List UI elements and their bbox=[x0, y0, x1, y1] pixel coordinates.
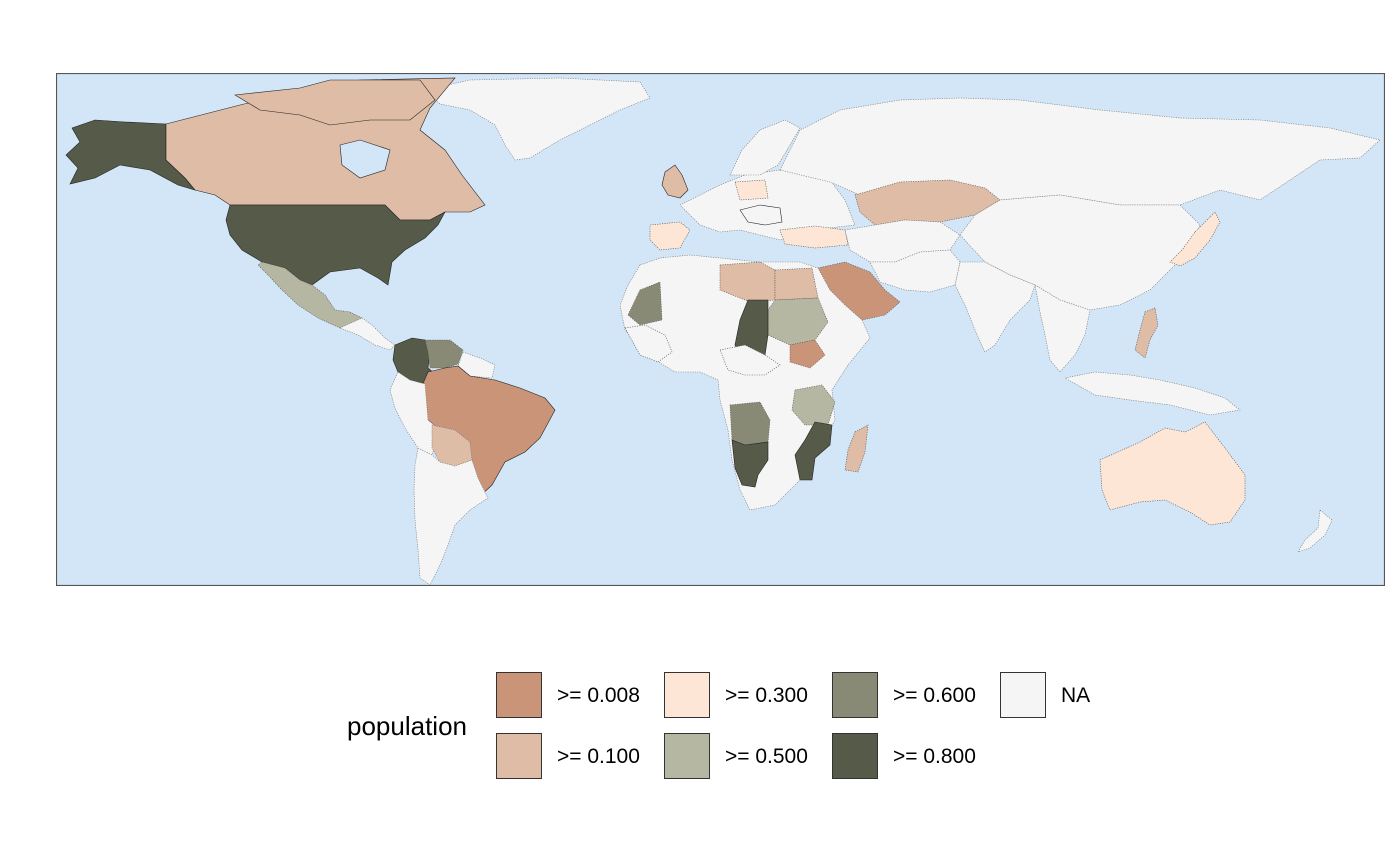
region-greenland bbox=[424, 77, 651, 161]
region-mauritania bbox=[627, 281, 663, 326]
region-iran bbox=[869, 249, 961, 293]
legend-label-0600: >= 0.600 bbox=[893, 684, 976, 707]
region-balkans bbox=[739, 204, 783, 226]
legend-title: population bbox=[347, 711, 467, 741]
region-west-africa bbox=[624, 324, 673, 363]
region-australia bbox=[1099, 421, 1246, 526]
world-map-panel bbox=[56, 73, 1385, 586]
region-guianas bbox=[457, 351, 496, 379]
legend-swatch-0600 bbox=[832, 672, 878, 718]
region-scandinavia bbox=[729, 119, 801, 176]
legend-swatch-0100 bbox=[496, 733, 542, 779]
region-poland bbox=[734, 179, 769, 201]
legend-label-0300: >= 0.300 bbox=[725, 684, 808, 707]
legend-label-0500: >= 0.500 bbox=[725, 745, 808, 768]
region-argentina-chile bbox=[413, 447, 489, 586]
region-south-sudan bbox=[789, 339, 826, 369]
region-namibia bbox=[731, 439, 769, 488]
region-india bbox=[954, 261, 1036, 353]
region-egypt bbox=[774, 267, 819, 301]
map-panel-border bbox=[56, 73, 1385, 586]
region-central-africa-west bbox=[719, 344, 781, 376]
region-turkey bbox=[779, 225, 849, 249]
region-japan bbox=[1169, 211, 1221, 267]
region-europe bbox=[679, 169, 856, 241]
world-map bbox=[56, 73, 1385, 586]
legend-label-0100: >= 0.100 bbox=[557, 745, 640, 768]
region-alaska bbox=[65, 119, 196, 191]
region-peru bbox=[389, 371, 441, 456]
region-philippines bbox=[1134, 307, 1159, 359]
legend-label-na: NA bbox=[1061, 684, 1091, 707]
region-canada-islands bbox=[234, 79, 436, 126]
region-indonesia bbox=[1064, 371, 1241, 416]
region-madagascar bbox=[844, 424, 869, 473]
region-southeast-asia bbox=[1034, 284, 1091, 373]
legend-label-0008: >= 0.008 bbox=[557, 684, 640, 707]
legend-swatch-na bbox=[1000, 672, 1046, 718]
legend-label-0800: >= 0.800 bbox=[893, 745, 976, 768]
region-central-america bbox=[339, 317, 396, 351]
region-mexico bbox=[257, 261, 363, 329]
region-mozambique bbox=[794, 421, 833, 481]
legend-swatch-0008 bbox=[496, 672, 542, 718]
region-venezuela bbox=[424, 339, 464, 369]
region-new-zealand bbox=[1297, 509, 1333, 553]
legend-swatch-0800 bbox=[832, 733, 878, 779]
region-united-states bbox=[225, 204, 446, 286]
legend-swatch-0300 bbox=[664, 672, 710, 718]
region-spain bbox=[649, 221, 691, 251]
legend-swatch-0500 bbox=[664, 733, 710, 779]
region-united-kingdom bbox=[661, 164, 689, 199]
